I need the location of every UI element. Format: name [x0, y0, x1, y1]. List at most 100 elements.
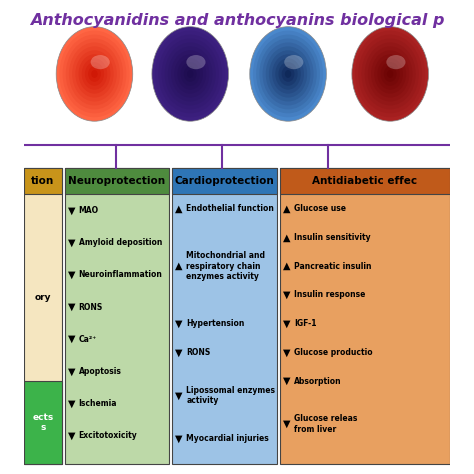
- FancyBboxPatch shape: [24, 381, 62, 464]
- Text: ▼: ▼: [68, 270, 75, 280]
- Ellipse shape: [59, 31, 129, 117]
- Ellipse shape: [256, 35, 320, 113]
- Text: Cardioprotection: Cardioprotection: [174, 176, 274, 186]
- Text: ▲: ▲: [175, 261, 183, 271]
- Ellipse shape: [285, 70, 291, 78]
- Ellipse shape: [66, 38, 123, 109]
- Text: ▼: ▼: [175, 391, 183, 401]
- FancyBboxPatch shape: [280, 168, 450, 194]
- Ellipse shape: [374, 54, 406, 94]
- Ellipse shape: [269, 50, 307, 98]
- Text: ▼: ▼: [68, 238, 75, 248]
- Ellipse shape: [72, 46, 117, 101]
- Ellipse shape: [82, 58, 107, 90]
- Ellipse shape: [91, 70, 98, 78]
- Ellipse shape: [365, 43, 416, 105]
- FancyBboxPatch shape: [64, 168, 169, 194]
- Ellipse shape: [162, 38, 219, 109]
- Ellipse shape: [155, 31, 225, 117]
- Text: ▼: ▼: [175, 347, 183, 357]
- Text: ▼: ▼: [68, 302, 75, 312]
- Ellipse shape: [164, 43, 216, 105]
- Ellipse shape: [56, 27, 133, 121]
- Text: ects
s: ects s: [32, 413, 54, 432]
- Ellipse shape: [282, 66, 294, 82]
- Ellipse shape: [352, 27, 428, 121]
- Text: Absorption: Absorption: [294, 377, 342, 385]
- Ellipse shape: [91, 55, 110, 69]
- Ellipse shape: [184, 66, 197, 82]
- Ellipse shape: [250, 27, 326, 121]
- Text: Pancreatic insulin: Pancreatic insulin: [294, 262, 372, 271]
- Text: ▲: ▲: [283, 261, 291, 271]
- FancyBboxPatch shape: [173, 168, 276, 464]
- FancyBboxPatch shape: [24, 168, 62, 464]
- Text: ▼: ▼: [283, 347, 291, 357]
- Ellipse shape: [69, 43, 120, 105]
- Ellipse shape: [384, 66, 397, 82]
- Ellipse shape: [253, 31, 323, 117]
- Text: Endothelial function: Endothelial function: [186, 204, 274, 213]
- Ellipse shape: [168, 46, 212, 101]
- Text: ▼: ▼: [283, 319, 291, 328]
- Ellipse shape: [362, 38, 419, 109]
- Ellipse shape: [75, 50, 114, 98]
- FancyBboxPatch shape: [173, 168, 276, 194]
- Text: IGF-1: IGF-1: [294, 319, 317, 328]
- FancyBboxPatch shape: [24, 168, 62, 194]
- Text: Neuroinflammation: Neuroinflammation: [79, 270, 163, 279]
- Ellipse shape: [381, 62, 400, 86]
- Text: Glucose releas
from liver: Glucose releas from liver: [294, 414, 357, 434]
- Text: ▲: ▲: [175, 204, 183, 214]
- Text: ▼: ▼: [68, 334, 75, 344]
- FancyBboxPatch shape: [64, 168, 169, 464]
- Text: Insulin response: Insulin response: [294, 291, 365, 300]
- Text: ▼: ▼: [68, 431, 75, 441]
- Ellipse shape: [266, 46, 310, 101]
- Text: ▼: ▼: [283, 419, 291, 429]
- Text: ▼: ▼: [68, 206, 75, 216]
- Ellipse shape: [186, 55, 206, 69]
- Text: Glucose productio: Glucose productio: [294, 348, 373, 357]
- Text: Mitochondrial and
respiratory chain
enzymes activity: Mitochondrial and respiratory chain enzy…: [186, 251, 265, 281]
- Text: ▼: ▼: [283, 290, 291, 300]
- Text: Excitotoxicity: Excitotoxicity: [79, 431, 137, 440]
- Text: ▼: ▼: [175, 434, 183, 444]
- Text: Neuroprotection: Neuroprotection: [68, 176, 165, 186]
- Text: ▲: ▲: [283, 233, 291, 243]
- Ellipse shape: [259, 38, 317, 109]
- Text: Apoptosis: Apoptosis: [79, 367, 122, 376]
- Ellipse shape: [279, 62, 298, 86]
- Text: Ischemia: Ischemia: [79, 399, 117, 408]
- Text: Antidiabetic effec: Antidiabetic effec: [312, 176, 418, 186]
- Text: Anthocyanidins and anthocyanins biological p: Anthocyanidins and anthocyanins biologic…: [30, 12, 444, 27]
- Ellipse shape: [368, 46, 412, 101]
- Ellipse shape: [171, 50, 210, 98]
- Ellipse shape: [181, 62, 200, 86]
- Ellipse shape: [284, 55, 303, 69]
- Text: ▼: ▼: [175, 319, 183, 328]
- Ellipse shape: [371, 50, 410, 98]
- Ellipse shape: [177, 58, 203, 90]
- Ellipse shape: [355, 31, 425, 117]
- Text: Amyloid deposition: Amyloid deposition: [79, 238, 162, 247]
- Text: ▼: ▼: [283, 376, 291, 386]
- Ellipse shape: [158, 35, 222, 113]
- Ellipse shape: [386, 55, 405, 69]
- Ellipse shape: [358, 35, 422, 113]
- FancyBboxPatch shape: [280, 168, 450, 464]
- Ellipse shape: [263, 43, 314, 105]
- Ellipse shape: [85, 62, 104, 86]
- Text: Insulin sensitivity: Insulin sensitivity: [294, 233, 371, 242]
- Ellipse shape: [152, 27, 228, 121]
- Ellipse shape: [187, 70, 193, 78]
- Text: Lipossomal enzymes
activity: Lipossomal enzymes activity: [186, 386, 275, 405]
- Text: ▼: ▼: [68, 399, 75, 409]
- Text: Glucose use: Glucose use: [294, 204, 346, 213]
- Ellipse shape: [63, 35, 127, 113]
- Ellipse shape: [275, 58, 301, 90]
- Text: Myocardial injuries: Myocardial injuries: [186, 434, 269, 443]
- Text: Ca²⁺: Ca²⁺: [79, 335, 97, 344]
- Text: ▲: ▲: [283, 204, 291, 214]
- FancyBboxPatch shape: [24, 0, 450, 145]
